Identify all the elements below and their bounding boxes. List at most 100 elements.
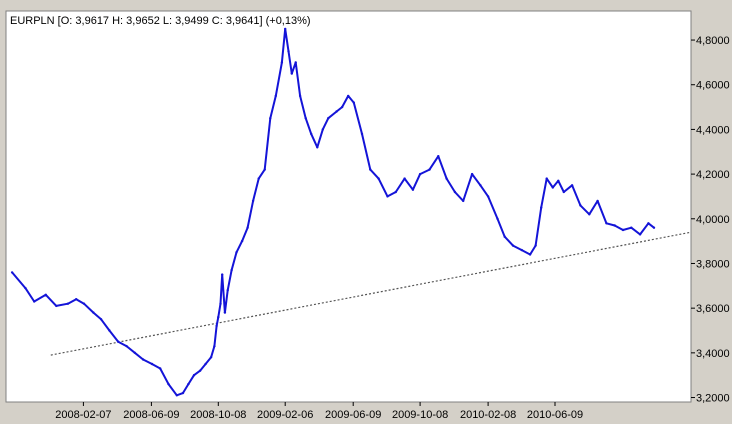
price-point — [570, 184, 574, 187]
price-point — [411, 188, 415, 191]
price-point — [403, 177, 406, 180]
price-point — [462, 199, 465, 203]
price-point — [503, 235, 506, 238]
price-point — [24, 286, 27, 290]
price-point — [159, 367, 162, 370]
price-point — [230, 269, 233, 272]
price-point — [386, 195, 389, 198]
price-point — [335, 110, 338, 113]
price-point — [251, 199, 255, 203]
x-tick-label: 2008-10-08 — [190, 409, 246, 421]
price-point — [428, 168, 431, 171]
price-point — [579, 204, 582, 207]
y-tick-label: 3,6000 — [696, 303, 730, 315]
price-point — [621, 228, 625, 232]
price-point — [511, 244, 515, 247]
price-point — [235, 251, 238, 254]
price-point — [588, 213, 591, 216]
x-tick-label: 2008-06-09 — [123, 409, 179, 421]
price-point — [219, 302, 222, 305]
price-point — [534, 244, 537, 247]
price-point — [223, 311, 227, 314]
x-tick-label: 2009-10-08 — [392, 409, 448, 421]
y-tick-label: 4,2000 — [696, 169, 730, 181]
price-point — [327, 117, 330, 120]
price-point — [181, 391, 185, 395]
price-point — [150, 362, 154, 366]
y-tick-label: 4,0000 — [696, 214, 730, 226]
price-point — [453, 190, 457, 194]
y-axis: 3,2000 3,4000 3,6000 3,8000 4,0000 4,2000 4,40… — [691, 35, 730, 405]
price-point — [520, 248, 523, 252]
price-point — [92, 311, 95, 314]
x-tick-label: 2010-02-08 — [460, 409, 516, 421]
price-point — [269, 117, 272, 120]
price-point — [167, 382, 170, 386]
y-tick-label: 4,4000 — [696, 124, 730, 136]
price-point — [187, 382, 190, 386]
price-point — [562, 190, 565, 194]
price-point — [108, 329, 111, 332]
price-point — [652, 226, 656, 229]
trend-line — [50, 231, 692, 356]
price-point — [347, 94, 350, 98]
ohlc-header-label: EURPLN [O: 3,9617 H: 3,9652 L: 3,9499 C:… — [10, 15, 311, 27]
price-point — [310, 132, 313, 136]
price-point — [257, 177, 260, 180]
price-point — [304, 117, 307, 120]
price-point — [274, 94, 277, 98]
price-point — [596, 199, 599, 203]
price-point — [470, 172, 474, 176]
trendline-layer — [50, 231, 692, 356]
price-point — [630, 226, 633, 229]
y-tick-label: 4,6000 — [696, 80, 730, 92]
price-point — [316, 146, 319, 149]
price-point — [496, 217, 499, 220]
price-point — [528, 253, 532, 256]
price-point — [352, 101, 355, 104]
price-series-layer — [10, 27, 656, 397]
y-tick-label: 3,2000 — [696, 393, 730, 405]
price-point — [75, 298, 78, 301]
price-point — [117, 340, 120, 343]
price-point — [240, 239, 244, 243]
price-point — [321, 128, 324, 131]
price-point — [226, 289, 229, 292]
price-point — [99, 318, 103, 321]
price-point — [418, 172, 422, 176]
price-point — [613, 224, 616, 227]
x-tick-label: 2009-02-06 — [257, 409, 313, 421]
price-point — [290, 72, 293, 75]
price-point — [133, 351, 136, 354]
price-point — [298, 94, 302, 98]
price-point — [540, 206, 543, 209]
price-point — [369, 168, 372, 171]
price-point — [377, 177, 380, 180]
price-point — [437, 155, 440, 158]
price-point — [66, 302, 70, 305]
price-point — [213, 344, 216, 348]
price-point — [175, 394, 178, 397]
x-tick-label: 2009-06-09 — [325, 409, 381, 421]
price-point — [647, 222, 650, 225]
price-point — [280, 61, 284, 64]
x-axis: 2008-02-07 2008-06-09 2008-10-08 2009-02-06… — [55, 402, 583, 421]
price-point — [33, 300, 36, 303]
price-point — [638, 233, 642, 236]
price-point — [263, 168, 266, 171]
price-point — [360, 132, 364, 136]
price-point — [215, 324, 218, 328]
eurpln-price-line — [11, 27, 655, 397]
price-point — [192, 374, 196, 377]
price-point — [217, 315, 220, 319]
price-point — [287, 50, 290, 53]
x-tick-label: 2008-02-07 — [55, 409, 111, 421]
price-point — [221, 273, 224, 276]
price-point — [551, 186, 554, 189]
price-point — [44, 293, 47, 296]
price-point — [209, 356, 213, 359]
price-point — [10, 271, 14, 274]
price-point — [284, 27, 287, 31]
price-point — [55, 304, 58, 308]
